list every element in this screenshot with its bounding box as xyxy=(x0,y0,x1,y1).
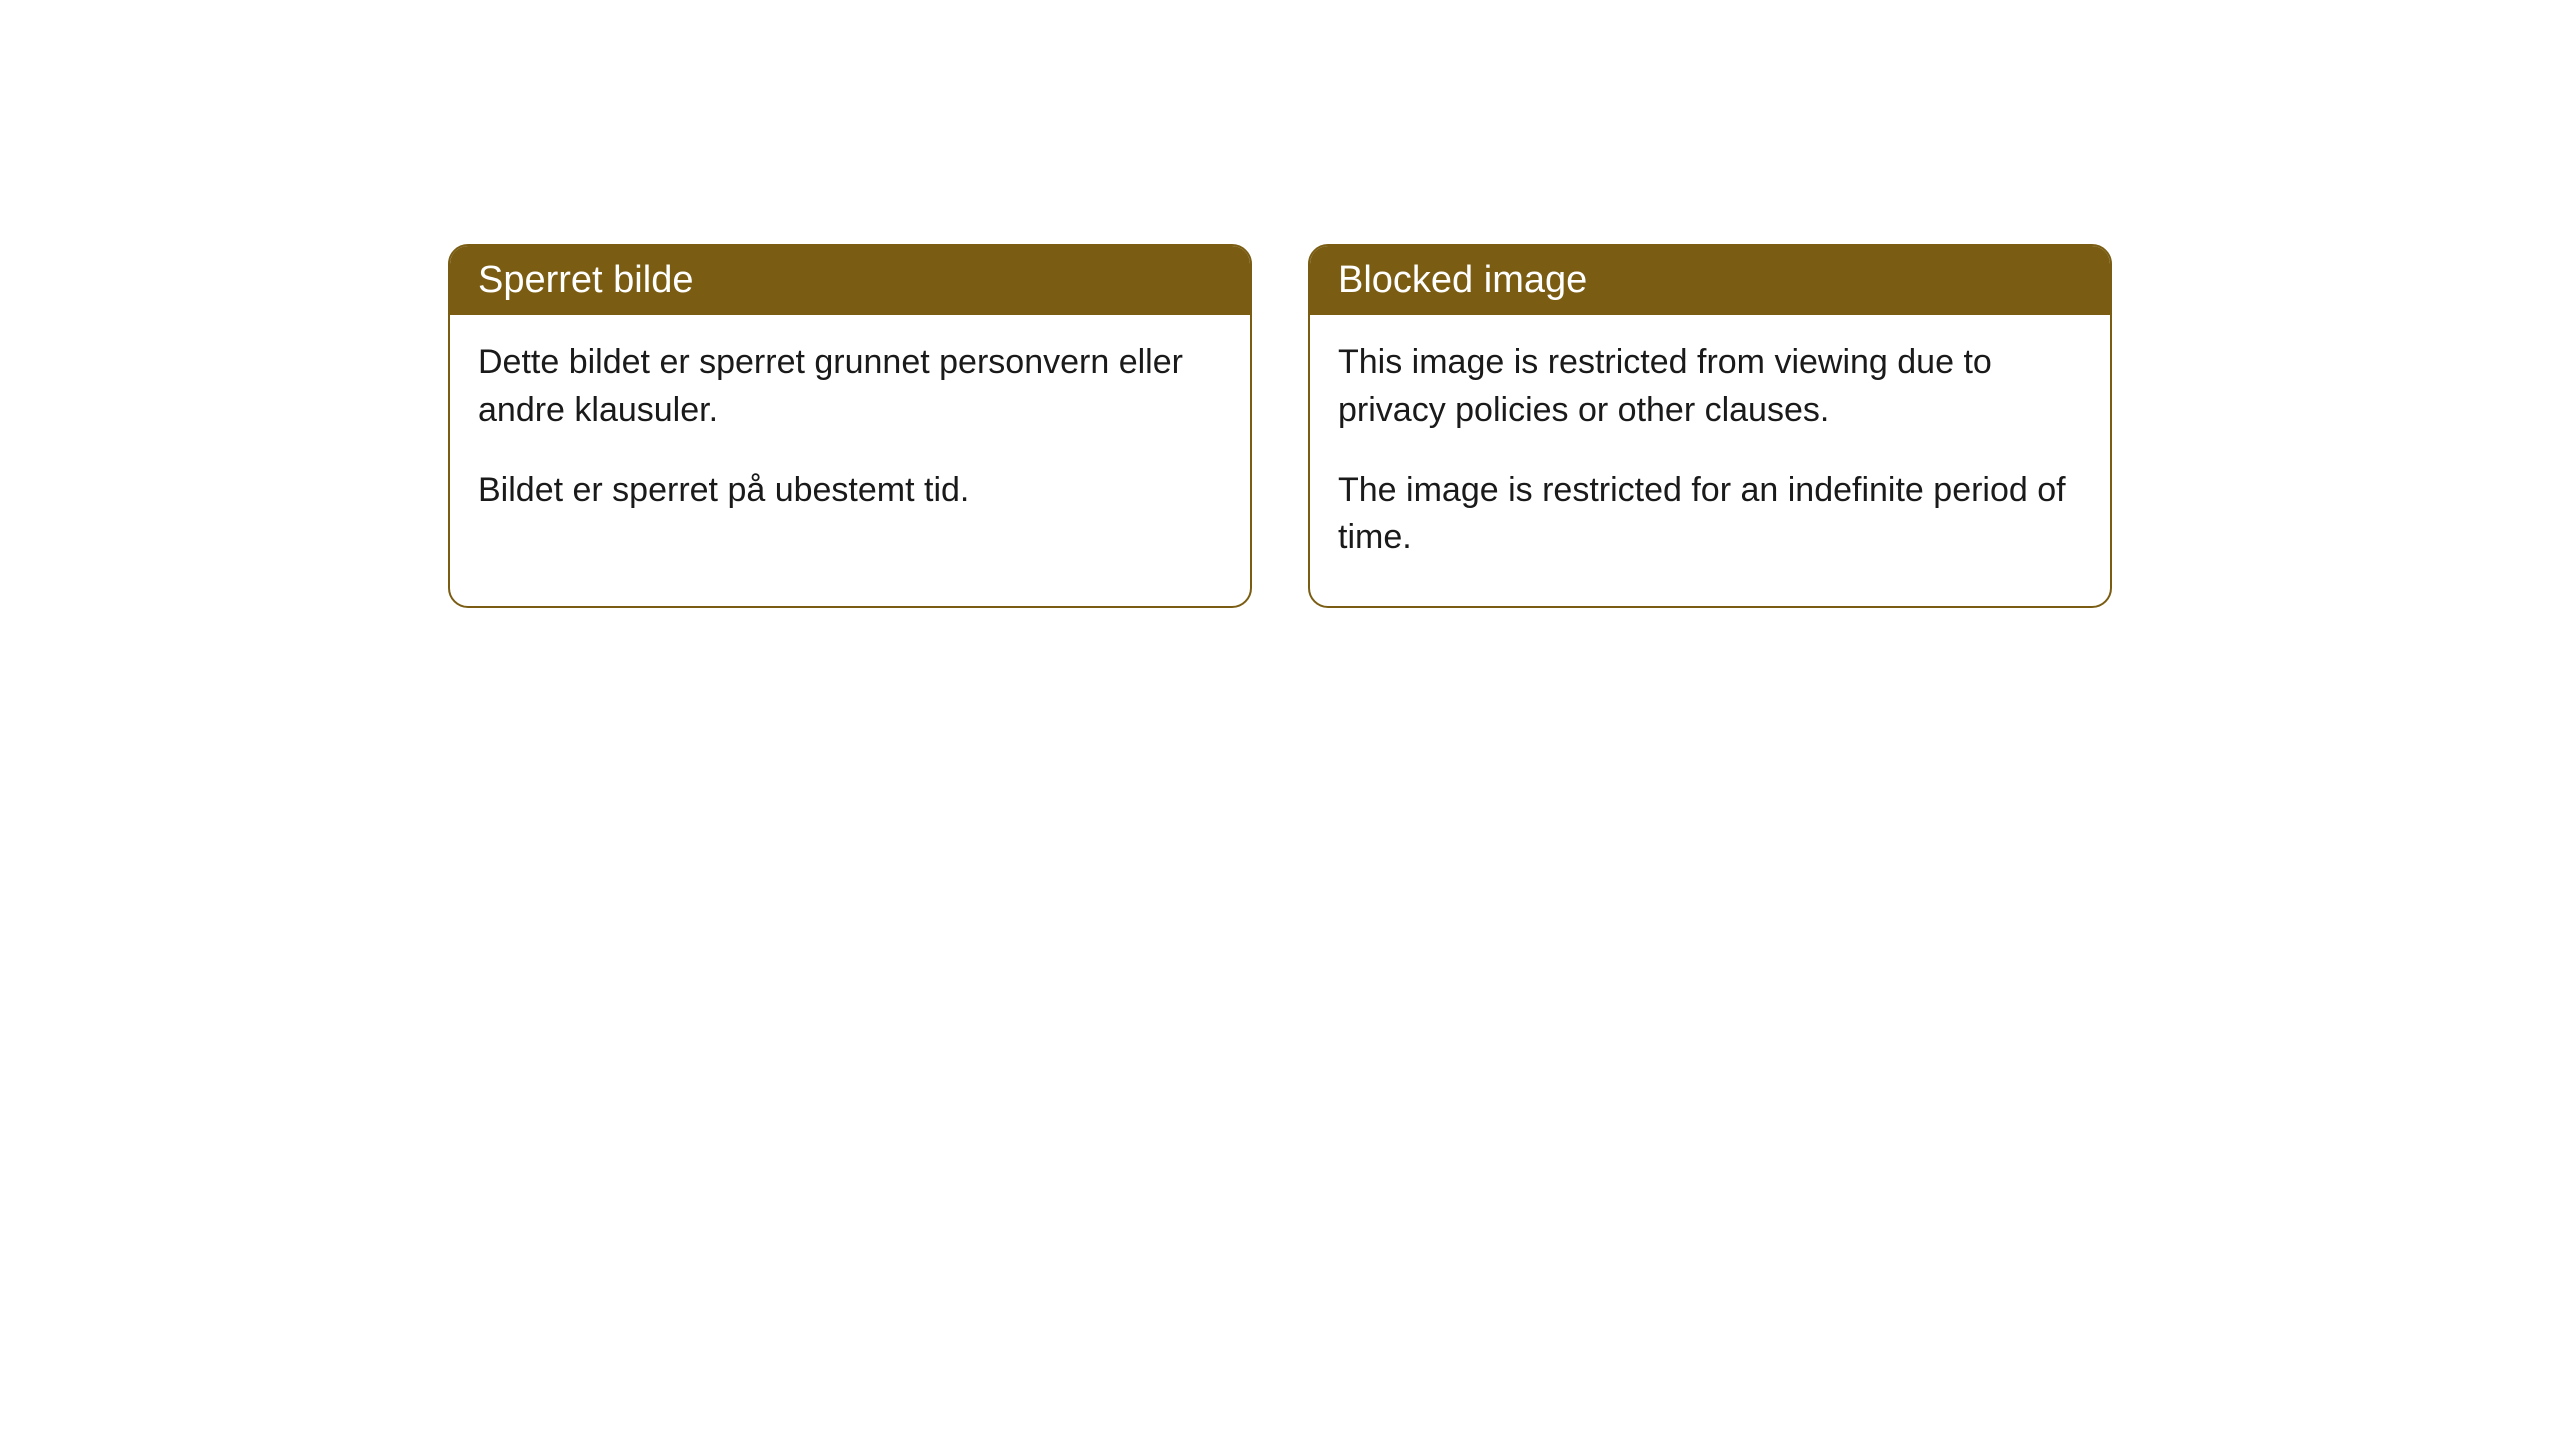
card-header: Blocked image xyxy=(1310,246,2110,315)
card-paragraph: Dette bildet er sperret grunnet personve… xyxy=(478,339,1222,434)
card-paragraph: The image is restricted for an indefinit… xyxy=(1338,467,2082,562)
card-body: Dette bildet er sperret grunnet personve… xyxy=(450,315,1250,558)
card-body: This image is restricted from viewing du… xyxy=(1310,315,2110,605)
card-paragraph: Bildet er sperret på ubestemt tid. xyxy=(478,467,1222,515)
notice-cards-container: Sperret bilde Dette bildet er sperret gr… xyxy=(448,244,2112,608)
card-header: Sperret bilde xyxy=(450,246,1250,315)
blocked-image-card-english: Blocked image This image is restricted f… xyxy=(1308,244,2112,608)
blocked-image-card-norwegian: Sperret bilde Dette bildet er sperret gr… xyxy=(448,244,1252,608)
card-paragraph: This image is restricted from viewing du… xyxy=(1338,339,2082,434)
